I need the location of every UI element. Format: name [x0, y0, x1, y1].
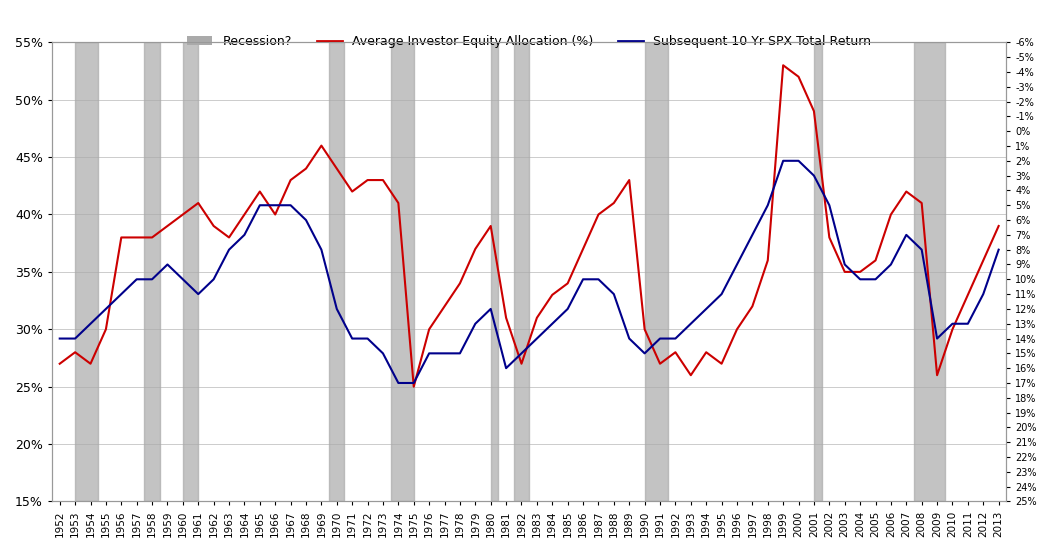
Bar — [390, 43, 413, 501]
Legend: Recession?, Average Investor Equity Allocation (%), Subsequent 10 Yr SPX Total R: Recession?, Average Investor Equity Allo… — [182, 30, 876, 53]
Bar — [183, 43, 198, 501]
Bar — [144, 43, 160, 501]
Bar — [513, 43, 529, 501]
Bar — [645, 43, 668, 501]
Bar — [814, 43, 822, 501]
Bar — [490, 43, 499, 501]
Bar — [75, 43, 98, 501]
Bar — [329, 43, 344, 501]
Bar — [914, 43, 945, 501]
